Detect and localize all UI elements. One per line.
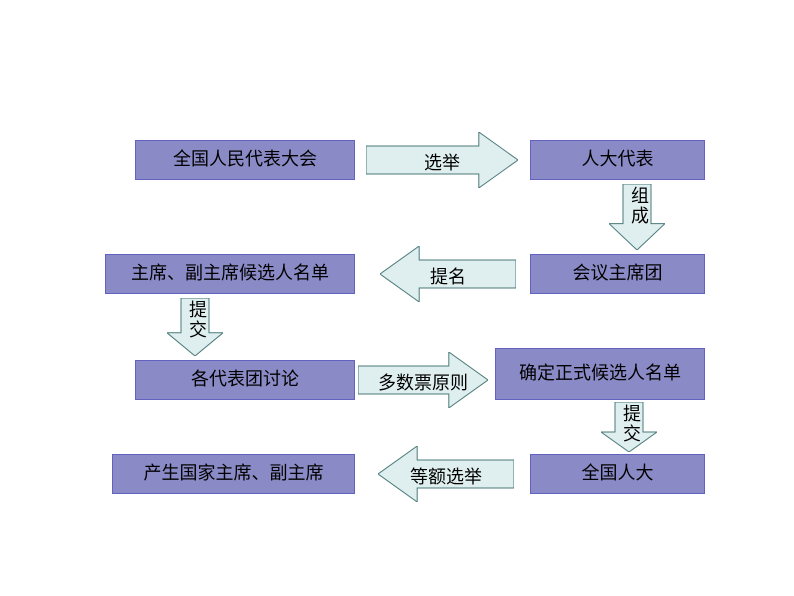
flow-node: 会议主席团 xyxy=(530,254,705,294)
flow-arrow xyxy=(609,184,665,250)
flow-arrow xyxy=(167,298,223,356)
flow-arrow xyxy=(378,446,514,502)
flow-arrow xyxy=(366,132,518,188)
flow-arrow xyxy=(358,352,488,408)
flow-arrow xyxy=(601,402,657,452)
flow-node: 确定正式候选人名单 xyxy=(495,348,705,400)
flow-node: 人大代表 xyxy=(530,140,705,180)
flow-node: 主席、副主席候选人名单 xyxy=(105,254,355,294)
flow-node: 各代表团讨论 xyxy=(135,360,355,400)
flow-node: 全国人大 xyxy=(530,454,705,494)
flow-arrow xyxy=(380,246,516,302)
flow-node: 产生国家主席、副主席 xyxy=(112,454,355,494)
flow-node: 全国人民代表大会 xyxy=(135,140,355,180)
